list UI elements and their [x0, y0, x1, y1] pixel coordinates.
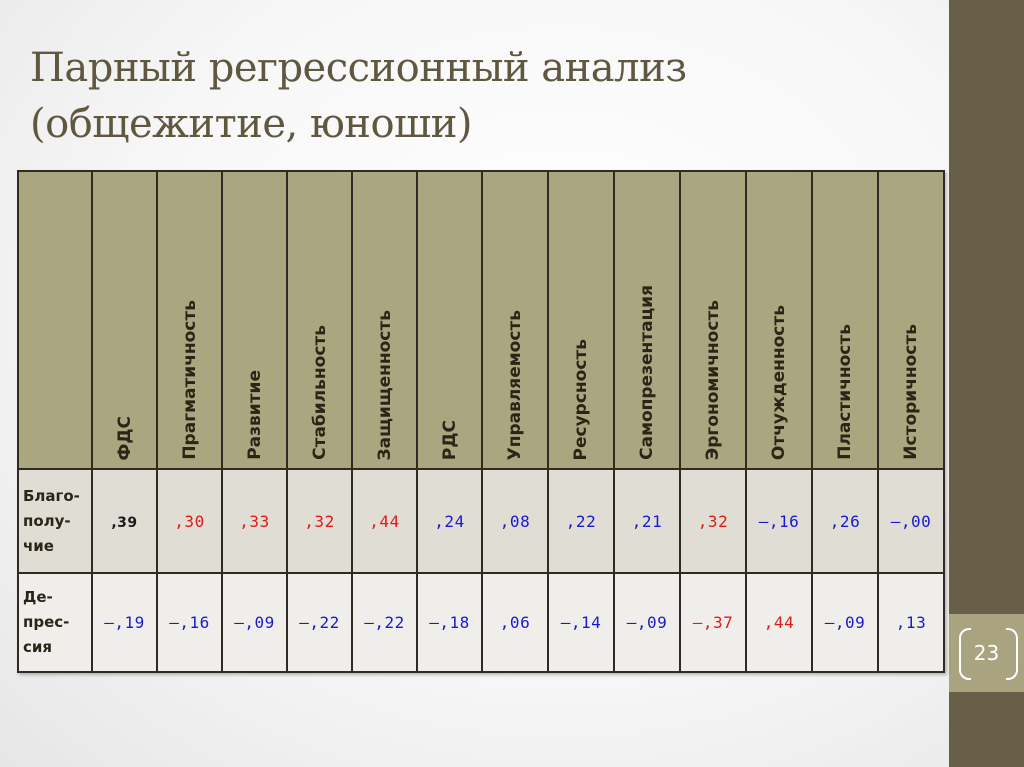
table-cell: ,32: [679, 468, 747, 574]
cell-value: –,00: [890, 511, 932, 531]
table-cell: –,09: [221, 572, 288, 673]
column-header: Развитие: [221, 170, 288, 470]
table-cell: –,18: [416, 572, 483, 673]
column-header-label: Управляемость: [505, 309, 525, 460]
table-cell: –,19: [91, 572, 158, 673]
cell-value: –,18: [429, 613, 470, 632]
column-header: Защищенность: [351, 170, 418, 470]
table-cell: ,22: [547, 468, 615, 574]
column-header-label: Ресурсность: [571, 338, 591, 461]
table-cell: –,37: [679, 572, 747, 673]
column-header: Управляемость: [481, 170, 549, 470]
cell-value: ,13: [895, 613, 927, 632]
table-row: Благо- полу- чие ,39 ,30 ,33 ,32 ,44 ,24…: [17, 468, 945, 574]
table-cell: ,39: [91, 468, 158, 574]
table-cell: ,44: [745, 572, 813, 673]
column-header: Эргономичность: [679, 170, 747, 470]
table-cell: –,22: [286, 572, 353, 673]
cell-value: ,30: [174, 511, 205, 531]
cell-value: –,19: [104, 613, 145, 632]
cell-value: –,16: [758, 511, 800, 531]
table-cell: ,08: [481, 468, 549, 574]
row-label: Благо- полу- чие: [17, 468, 93, 574]
cell-value: –,22: [364, 613, 405, 632]
column-header-label: Стабильность: [309, 325, 330, 460]
cell-value: ,32: [697, 511, 729, 531]
cell-value: ,33: [239, 511, 270, 531]
table-cell: –,16: [745, 468, 813, 574]
row-label: Де- прес- сия: [17, 572, 93, 673]
table-cell: –,00: [877, 468, 945, 574]
column-header: Ресурсность: [547, 170, 615, 470]
table-cell: –,09: [811, 572, 879, 673]
cell-value: ,44: [763, 613, 795, 632]
column-header: Пластичность: [811, 170, 879, 470]
cell-value: –,22: [299, 613, 340, 632]
column-header-label: Защищенность: [374, 309, 395, 460]
slide-title-line-1: Парный регрессионный анализ: [30, 45, 687, 91]
table-cell: ,21: [613, 468, 681, 574]
cell-value: –,14: [560, 613, 602, 632]
slide-title-line-2: (общежитие, юноши): [30, 101, 473, 147]
cell-value: ,06: [499, 613, 531, 632]
page-number-badge: 23: [949, 614, 1024, 692]
table-cell: ,24: [416, 468, 483, 574]
column-header: Стабильность: [286, 170, 353, 470]
table-cell: –,09: [613, 572, 681, 673]
column-header: Историчность: [877, 170, 945, 470]
left-bracket-icon: [959, 628, 971, 680]
corner-cell: [17, 170, 93, 470]
cell-value: ,44: [369, 511, 400, 531]
table-cell: ,32: [286, 468, 353, 574]
column-header: Прагматичность: [156, 170, 223, 470]
cell-value: ,08: [499, 511, 531, 531]
table-cell: –,16: [156, 572, 223, 673]
column-header-label: Пластичность: [835, 324, 855, 460]
table-cell: ,13: [877, 572, 945, 673]
header-row: ФДС Прагматичность Развитие Стабильность…: [17, 170, 945, 470]
column-header-label: Самопрезентация: [637, 285, 657, 460]
cell-value: ,21: [631, 511, 663, 531]
table-cell: ,06: [481, 572, 549, 673]
column-header-label: Отчужденность: [769, 304, 789, 460]
table-cell: –,14: [547, 572, 615, 673]
table-cell: ,33: [221, 468, 288, 574]
cell-value: –,09: [824, 613, 866, 632]
column-header-label: Эргономичность: [703, 299, 723, 460]
column-header-label: РДС: [439, 419, 460, 460]
table-cell: ,30: [156, 468, 223, 574]
cell-value: –,37: [692, 613, 734, 632]
cell-value: ,39: [111, 514, 138, 531]
column-header: ФДС: [91, 170, 158, 470]
cell-value: ,24: [434, 511, 465, 531]
column-header-label: ФДС: [114, 415, 135, 460]
cell-value: –,16: [169, 613, 210, 632]
column-header: Отчужденность: [745, 170, 813, 470]
regression-table: ФДС Прагматичность Развитие Стабильность…: [17, 170, 945, 673]
column-header-label: Историчность: [901, 324, 921, 460]
column-header-label: Развитие: [244, 370, 265, 460]
cell-value: ,32: [304, 511, 335, 531]
table-cell: ,26: [811, 468, 879, 574]
column-header: РДС: [416, 170, 483, 470]
cell-value: ,26: [829, 511, 861, 531]
table-row: Де- прес- сия –,19 –,16 –,09 –,22 –,22 –…: [17, 572, 945, 673]
column-header-label: Прагматичность: [179, 300, 200, 460]
column-header: Самопрезентация: [613, 170, 681, 470]
table-cell: ,44: [351, 468, 418, 574]
table-cell: –,22: [351, 572, 418, 673]
cell-value: –,09: [626, 613, 668, 632]
cell-value: ,22: [565, 511, 597, 531]
slide-title: Парный регрессионный анализ (общежитие, …: [30, 40, 930, 152]
cell-value: –,09: [234, 613, 275, 632]
right-bracket-icon: [1006, 628, 1018, 680]
page-number: 23: [973, 641, 1000, 665]
